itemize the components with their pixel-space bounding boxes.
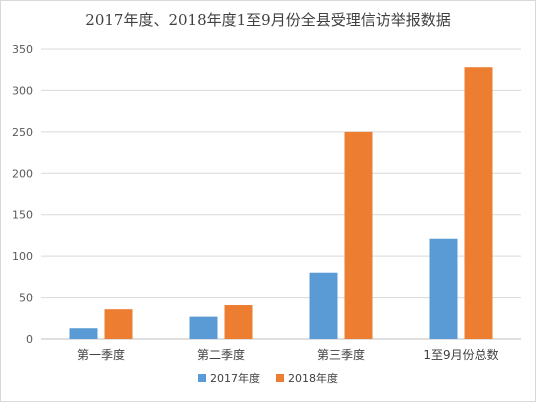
bar-series2 bbox=[104, 309, 133, 339]
bar-series1 bbox=[189, 316, 218, 339]
legend-swatch bbox=[198, 374, 206, 382]
bar-series1 bbox=[69, 328, 98, 339]
bar-series2 bbox=[224, 305, 253, 339]
y-axis: 0 50 100 150 200 250 300 350 bbox=[12, 43, 33, 346]
bar-series2 bbox=[464, 67, 493, 339]
x-category-label: 第三季度 bbox=[317, 347, 365, 362]
bar-series2 bbox=[344, 131, 373, 339]
bars bbox=[69, 67, 493, 339]
legend-swatch bbox=[276, 374, 284, 382]
x-category-label: 第二季度 bbox=[197, 347, 245, 362]
gridlines bbox=[41, 48, 521, 340]
y-tick-label: 50 bbox=[19, 292, 33, 305]
chart-title: 2017年度、2018年度1至9月份全县受理信访举报数据 bbox=[85, 11, 450, 29]
legend-label: 2017年度 bbox=[210, 371, 260, 385]
legend-label: 2018年度 bbox=[288, 371, 338, 385]
legend-item: 2017年度 bbox=[198, 371, 260, 385]
y-tick-label: 300 bbox=[12, 84, 33, 97]
legend-item: 2018年度 bbox=[276, 371, 338, 385]
y-tick-label: 200 bbox=[12, 167, 33, 180]
y-tick-label: 250 bbox=[12, 126, 33, 139]
x-category-label: 1至9月份总数 bbox=[423, 347, 498, 362]
y-tick-label: 100 bbox=[12, 250, 33, 263]
bar-series1 bbox=[309, 272, 338, 339]
y-tick-label: 350 bbox=[12, 43, 33, 56]
x-axis: 第一季度 第二季度 第三季度 1至9月份总数 bbox=[77, 347, 499, 362]
x-category-label: 第一季度 bbox=[77, 347, 125, 362]
y-tick-label: 150 bbox=[12, 209, 33, 222]
y-tick-label: 0 bbox=[26, 333, 33, 346]
bar-series1 bbox=[429, 238, 458, 339]
legend: 2017年度 2018年度 bbox=[198, 371, 338, 385]
